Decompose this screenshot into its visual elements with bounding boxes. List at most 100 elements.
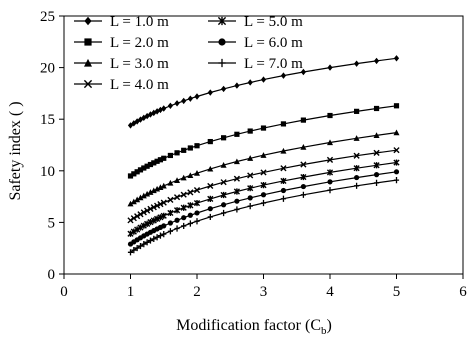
data-point [220, 191, 227, 199]
data-point [187, 172, 194, 179]
data-point [150, 187, 157, 194]
data-point [234, 206, 240, 213]
data-point [193, 199, 201, 207]
data-point [247, 172, 254, 179]
data-point [147, 161, 154, 168]
legend-marker [83, 79, 93, 89]
data-point [134, 213, 141, 220]
x-axis-label-end: ) [327, 317, 332, 334]
data-point [247, 128, 253, 134]
data-point [373, 57, 380, 65]
data-point [300, 117, 306, 123]
data-point [130, 228, 137, 235]
data-point [181, 222, 187, 230]
data-point [167, 220, 173, 226]
x-tick-label: 2 [193, 284, 201, 300]
x-tick-label: 0 [60, 284, 68, 300]
data-point [147, 237, 154, 244]
data-point [393, 55, 400, 62]
data-point [234, 82, 240, 89]
legend-label: L = 5.0 m [244, 14, 303, 30]
data-point [134, 244, 140, 252]
data-point [373, 179, 380, 186]
data-point [233, 175, 240, 182]
legend-item: L = 5.0 m [208, 14, 303, 30]
data-point [181, 215, 187, 221]
data-point [147, 189, 154, 195]
x-tick-label: 6 [459, 284, 467, 300]
y-tick-label: 15 [40, 112, 55, 128]
data-point [221, 135, 227, 141]
data-point [194, 218, 200, 225]
data-point [174, 217, 180, 223]
data-point [220, 179, 227, 186]
data-point [353, 152, 360, 159]
x-tick-label: 4 [326, 284, 334, 300]
data-point [207, 165, 214, 172]
data-point [140, 222, 147, 229]
legend-item: L = 7.0 m [208, 56, 303, 72]
data-point [167, 196, 174, 203]
data-point [147, 205, 154, 212]
data-point [141, 241, 147, 248]
series-1 [127, 55, 400, 129]
y-tick-label: 25 [40, 9, 55, 25]
data-point [173, 207, 181, 214]
data-point [260, 182, 267, 189]
data-point [154, 158, 160, 164]
data-point [144, 207, 151, 214]
data-point [300, 183, 306, 190]
x-tick-label: 3 [260, 284, 268, 300]
series-6 [127, 169, 400, 247]
data-point [140, 209, 147, 216]
data-point [300, 173, 307, 181]
x-axis-label: Modification factor (Cb) [176, 317, 332, 337]
data-point [373, 132, 380, 138]
data-point [327, 64, 333, 71]
data-point [187, 145, 193, 151]
data-point [300, 68, 306, 76]
legend-label: L = 2.0 m [110, 35, 169, 51]
legend-item: L = 4.0 m [74, 77, 169, 93]
data-point [234, 198, 240, 204]
data-point [137, 224, 144, 231]
data-point [160, 199, 167, 206]
data-point [260, 152, 267, 158]
legend-marker [84, 16, 92, 26]
legend-label: L = 4.0 m [110, 77, 169, 93]
data-point [167, 209, 174, 217]
data-point [154, 234, 160, 241]
data-point [187, 220, 193, 227]
data-point [134, 169, 140, 175]
data-point [280, 195, 287, 202]
data-point [144, 163, 150, 169]
data-point [134, 226, 141, 233]
data-point [233, 188, 240, 195]
data-point [373, 162, 380, 169]
data-point [144, 112, 150, 120]
data-point [247, 155, 254, 161]
data-point [207, 213, 213, 221]
legend-marker [84, 58, 92, 67]
data-point [233, 158, 240, 165]
data-point [280, 187, 287, 194]
data-point [280, 177, 287, 185]
data-point [300, 161, 307, 168]
data-point [180, 191, 187, 198]
x-tick-label: 1 [127, 284, 135, 300]
data-point [151, 235, 157, 242]
data-point [393, 169, 400, 175]
data-point [247, 203, 253, 210]
data-point [144, 239, 150, 246]
data-point [161, 231, 167, 238]
data-point [280, 147, 287, 154]
data-point [354, 182, 360, 189]
data-point [207, 206, 213, 212]
data-point [221, 209, 227, 217]
data-point [247, 195, 253, 201]
data-point [260, 192, 267, 198]
data-point [167, 102, 173, 110]
data-point [174, 177, 181, 183]
data-point [353, 135, 360, 141]
legend-label: L = 3.0 m [110, 56, 169, 72]
